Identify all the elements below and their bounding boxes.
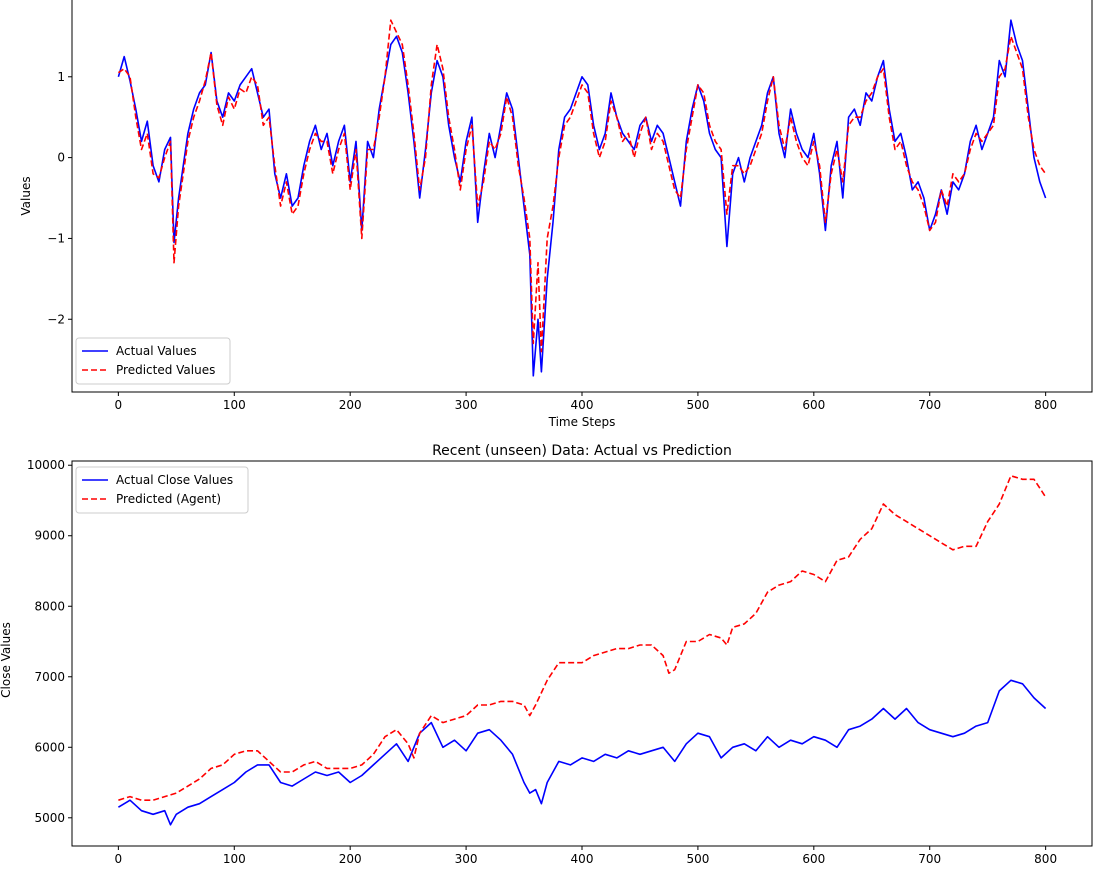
y-tick-label: 8000	[34, 599, 65, 613]
y-tick-label: 10000	[27, 458, 65, 472]
plot-area-top	[71, 0, 1093, 393]
y-tick-label: 6000	[34, 740, 65, 754]
y-ticks-top: −2 −1 0 1	[47, 70, 72, 326]
series-line-predicted-values	[117, 19, 1047, 353]
x-tick-label: 400	[571, 398, 594, 412]
x-tick-label: 200	[339, 852, 362, 866]
series-group-bottom	[117, 474, 1047, 826]
y-axis-label-bottom: Close Values	[0, 622, 13, 698]
x-tick-label: 800	[1034, 398, 1057, 412]
x-tick-label: 400	[571, 852, 594, 866]
chart-title-bottom: Recent (unseen) Data: Actual vs Predicti…	[432, 443, 732, 459]
x-tick-label: 200	[339, 398, 362, 412]
y-ticks-bottom: 5000 6000 7000 8000 9000 10000	[27, 458, 72, 825]
y-tick-label: 5000	[34, 811, 65, 825]
x-tick-label: 0	[115, 852, 123, 866]
series-group-top	[117, 19, 1047, 377]
x-tick-label: 600	[802, 852, 825, 866]
x-axis-label-top: Time Steps	[548, 415, 616, 429]
x-tick-label: 0	[115, 398, 123, 412]
series-line-actual-values	[117, 19, 1047, 377]
legend-label-predicted-agent: Predicted (Agent)	[116, 492, 221, 506]
x-ticks-bottom: 0 100 200 300 400 500 600 700 800	[115, 846, 1057, 866]
legend-frame	[75, 466, 249, 514]
x-tick-label: 600	[802, 398, 825, 412]
legend-label-actual-values: Actual Values	[116, 344, 197, 358]
x-tick-label: 300	[455, 852, 478, 866]
x-tick-label: 800	[1034, 852, 1057, 866]
y-axis-label-top: Values	[19, 176, 33, 215]
x-tick-label: 300	[455, 398, 478, 412]
y-tick-label: 7000	[34, 670, 65, 684]
chart-panel-top: 0 100 200 300 400 500 600 700 800 −2 −1 0 1 Time St…	[19, 0, 1093, 429]
y-tick-label: 9000	[34, 529, 65, 543]
x-tick-label: 500	[686, 852, 709, 866]
legend-bottom: Actual Close Values Predicted (Agent)	[75, 466, 249, 514]
y-tick-label: −2	[47, 312, 65, 326]
legend-label-actual-close-values: Actual Close Values	[116, 473, 233, 487]
series-line-predicted-agent	[118, 474, 1047, 802]
x-tick-label: 700	[918, 852, 941, 866]
x-tick-label: 100	[223, 852, 246, 866]
x-ticks-top: 0 100 200 300 400 500 600 700 800	[115, 392, 1057, 412]
x-tick-label: 100	[223, 398, 246, 412]
legend-top: Actual Values Predicted Values	[75, 337, 231, 385]
y-tick-label: −1	[47, 231, 65, 245]
plot-area-bottom	[71, 460, 1093, 847]
x-tick-label: 700	[918, 398, 941, 412]
legend-label-predicted-values: Predicted Values	[116, 363, 215, 377]
chart-panel-bottom: Recent (unseen) Data: Actual vs Predicti…	[0, 443, 1093, 866]
legend-frame	[75, 337, 231, 385]
series-line-actual-close-values	[117, 679, 1047, 826]
y-tick-label: 1	[57, 70, 65, 84]
x-tick-label: 500	[686, 398, 709, 412]
y-tick-label: 0	[57, 151, 65, 165]
